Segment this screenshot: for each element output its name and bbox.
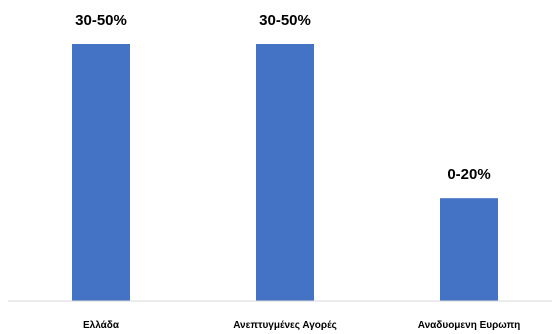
data-label-1: 30-50% [75,12,127,29]
bar-2 [256,44,314,301]
category-labels-group: Ελλάδα Ανεπτυγμένες Αγορές Αναδυομενη Ευρω… [83,320,520,331]
data-label-3: 0-20% [447,166,490,183]
category-label-2: Ανεπτυγμένες Αγορές [233,320,337,331]
bar-1 [72,44,130,301]
bar-3 [440,198,498,301]
bars-group [72,44,498,301]
category-label-1: Ελλάδα [83,320,120,331]
data-labels-group: 30-50% 30-50% 0-20% [75,12,491,183]
data-label-2: 30-50% [259,12,311,29]
category-label-3: Αναδυομενη Ευρωπη [418,320,520,331]
